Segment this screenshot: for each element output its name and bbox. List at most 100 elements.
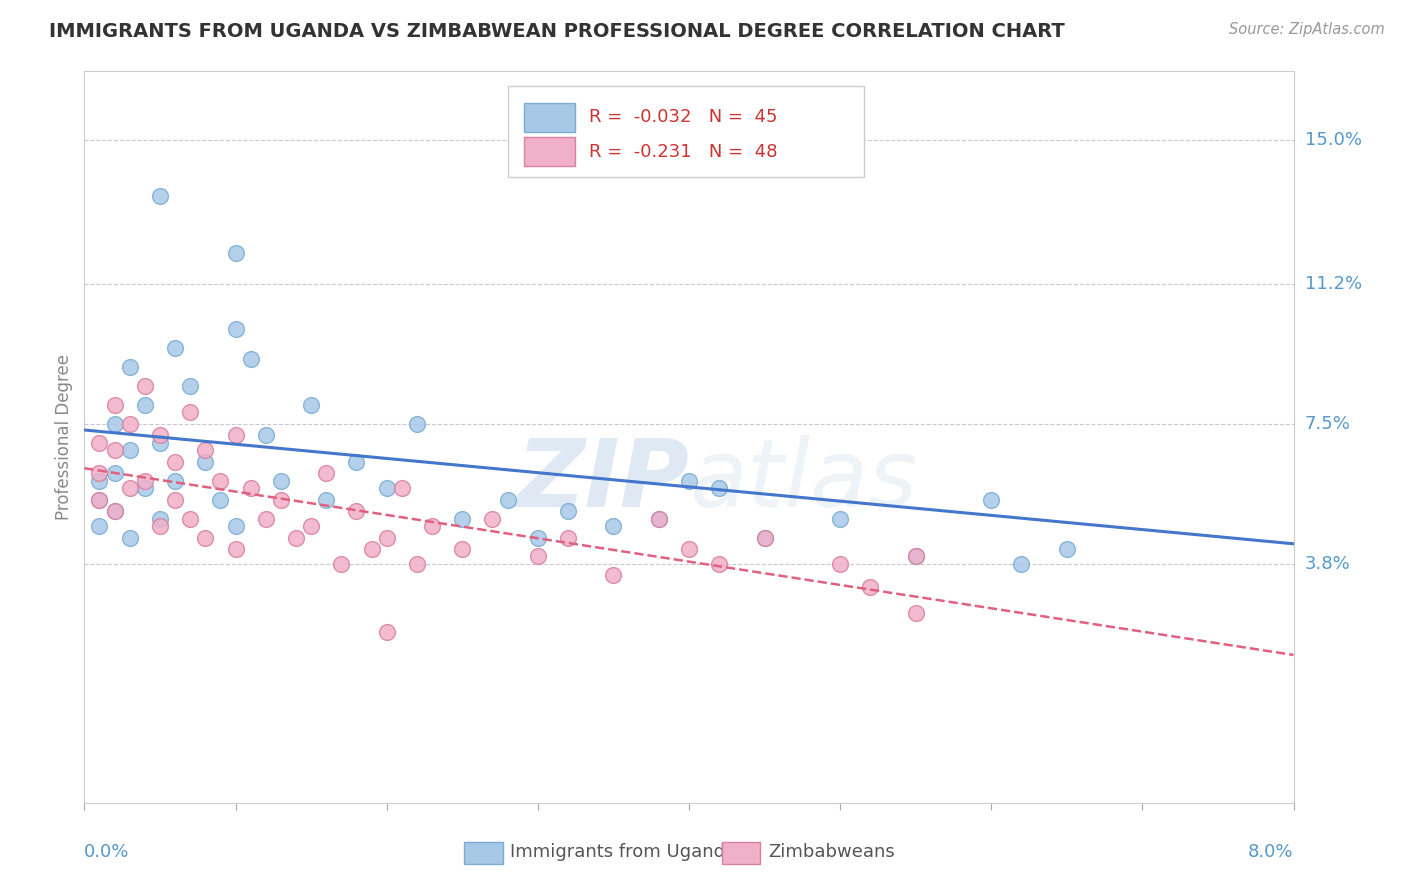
Point bbox=[980, 492, 1002, 507]
FancyBboxPatch shape bbox=[508, 86, 865, 178]
Point bbox=[375, 625, 398, 640]
Point bbox=[225, 246, 247, 260]
Point bbox=[118, 417, 141, 431]
Point bbox=[165, 474, 187, 488]
Point bbox=[406, 417, 429, 431]
Point bbox=[194, 531, 217, 545]
Point bbox=[104, 466, 127, 480]
Point bbox=[149, 428, 172, 442]
Point bbox=[391, 481, 413, 495]
Point bbox=[209, 492, 232, 507]
Point bbox=[648, 511, 671, 525]
Point bbox=[165, 492, 187, 507]
Point bbox=[754, 531, 776, 545]
Point bbox=[527, 531, 550, 545]
Text: IMMIGRANTS FROM UGANDA VS ZIMBABWEAN PROFESSIONAL DEGREE CORRELATION CHART: IMMIGRANTS FROM UGANDA VS ZIMBABWEAN PRO… bbox=[49, 22, 1064, 41]
Point bbox=[859, 580, 882, 594]
Point bbox=[225, 322, 247, 336]
Point bbox=[104, 443, 127, 458]
Point bbox=[225, 428, 247, 442]
Point bbox=[830, 557, 852, 571]
Point bbox=[481, 511, 503, 525]
Text: 8.0%: 8.0% bbox=[1249, 843, 1294, 861]
Point bbox=[315, 466, 337, 480]
Point bbox=[149, 519, 172, 533]
Point bbox=[904, 607, 927, 621]
Point bbox=[179, 405, 201, 419]
Point bbox=[346, 455, 368, 469]
Point bbox=[648, 511, 671, 525]
Point bbox=[134, 474, 156, 488]
Point bbox=[165, 341, 187, 355]
FancyBboxPatch shape bbox=[524, 137, 575, 167]
Point bbox=[254, 428, 277, 442]
Point bbox=[179, 379, 201, 393]
Point bbox=[420, 519, 443, 533]
Text: 7.5%: 7.5% bbox=[1305, 415, 1351, 433]
Point bbox=[904, 549, 927, 564]
Point bbox=[118, 359, 141, 374]
Point bbox=[179, 511, 201, 525]
Point bbox=[754, 531, 776, 545]
Point bbox=[118, 443, 141, 458]
Point bbox=[104, 417, 127, 431]
Y-axis label: Professional Degree: Professional Degree bbox=[55, 354, 73, 520]
Point bbox=[330, 557, 353, 571]
Point bbox=[602, 519, 624, 533]
Point bbox=[1056, 541, 1078, 556]
Point bbox=[239, 481, 262, 495]
Point bbox=[375, 531, 398, 545]
Point bbox=[1011, 557, 1033, 571]
Text: 3.8%: 3.8% bbox=[1305, 555, 1350, 573]
Point bbox=[104, 398, 127, 412]
FancyBboxPatch shape bbox=[524, 103, 575, 132]
Point bbox=[709, 481, 731, 495]
Point bbox=[830, 511, 852, 525]
Point bbox=[89, 492, 111, 507]
Point bbox=[299, 519, 322, 533]
Point bbox=[89, 474, 111, 488]
Point bbox=[299, 398, 322, 412]
Point bbox=[602, 568, 624, 582]
Point bbox=[239, 352, 262, 367]
Point bbox=[678, 132, 700, 146]
Point bbox=[89, 519, 111, 533]
Point bbox=[451, 541, 474, 556]
Point bbox=[165, 455, 187, 469]
Point bbox=[118, 481, 141, 495]
Point bbox=[346, 504, 368, 518]
Point bbox=[194, 455, 217, 469]
Point bbox=[225, 519, 247, 533]
Text: Source: ZipAtlas.com: Source: ZipAtlas.com bbox=[1229, 22, 1385, 37]
Point bbox=[496, 492, 519, 507]
Text: Zimbabweans: Zimbabweans bbox=[769, 843, 896, 861]
FancyBboxPatch shape bbox=[464, 842, 503, 864]
Point bbox=[451, 511, 474, 525]
Point bbox=[149, 189, 172, 203]
Point bbox=[134, 481, 156, 495]
Point bbox=[149, 435, 172, 450]
Text: atlas: atlas bbox=[689, 435, 917, 526]
FancyBboxPatch shape bbox=[721, 842, 761, 864]
Point bbox=[104, 504, 127, 518]
Text: 11.2%: 11.2% bbox=[1305, 275, 1362, 293]
Point bbox=[104, 504, 127, 518]
Point bbox=[375, 481, 398, 495]
Point bbox=[678, 541, 700, 556]
Point bbox=[270, 474, 292, 488]
Point bbox=[149, 511, 172, 525]
Text: R =  -0.032   N =  45: R = -0.032 N = 45 bbox=[589, 109, 778, 127]
Point bbox=[406, 557, 429, 571]
Point bbox=[270, 492, 292, 507]
Point bbox=[285, 531, 308, 545]
Point bbox=[360, 541, 382, 556]
Point bbox=[557, 504, 579, 518]
Text: 15.0%: 15.0% bbox=[1305, 130, 1361, 149]
Point bbox=[254, 511, 277, 525]
Point bbox=[134, 398, 156, 412]
Point bbox=[709, 557, 731, 571]
Point bbox=[209, 474, 232, 488]
Point bbox=[527, 549, 550, 564]
Point bbox=[225, 541, 247, 556]
Point bbox=[678, 474, 700, 488]
